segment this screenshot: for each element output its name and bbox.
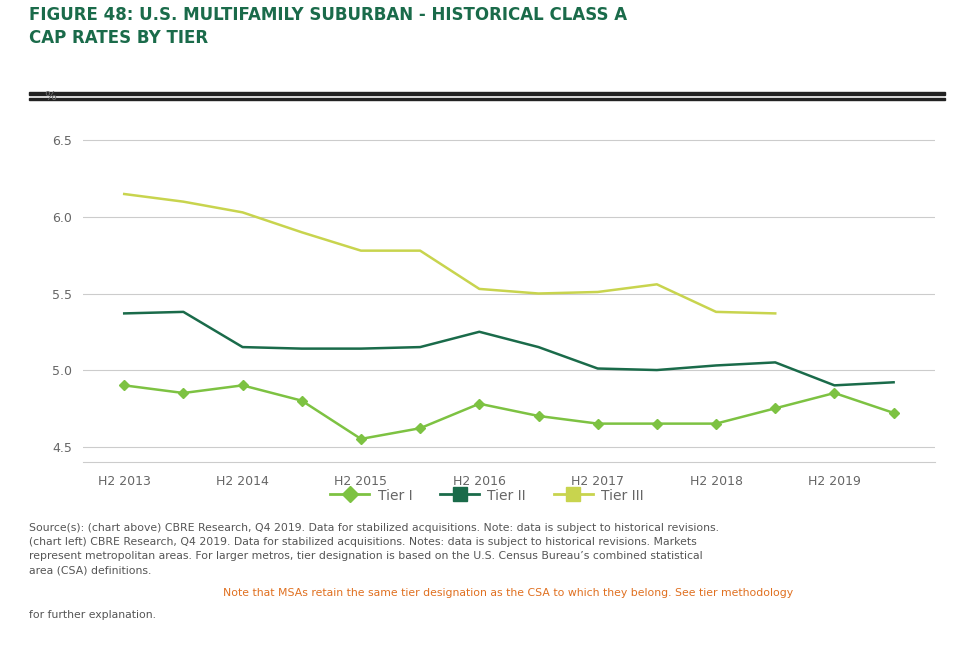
Text: Note that MSAs retain the same tier designation as the CSA to which they belong.: Note that MSAs retain the same tier desi… bbox=[223, 589, 794, 598]
Text: for further explanation.: for further explanation. bbox=[29, 610, 156, 620]
Bar bbox=[29, 92, 945, 95]
Text: FIGURE 48: U.S. MULTIFAMILY SUBURBAN - HISTORICAL CLASS A
CAP RATES BY TIER: FIGURE 48: U.S. MULTIFAMILY SUBURBAN - H… bbox=[29, 6, 627, 47]
Legend: Tier I, Tier II, Tier III: Tier I, Tier II, Tier III bbox=[325, 483, 649, 509]
Text: Source(s): (chart above) CBRE Research, Q4 2019. Data for stabilized acquisition: Source(s): (chart above) CBRE Research, … bbox=[29, 523, 719, 575]
Bar bbox=[29, 98, 945, 100]
Text: %: % bbox=[45, 90, 56, 103]
